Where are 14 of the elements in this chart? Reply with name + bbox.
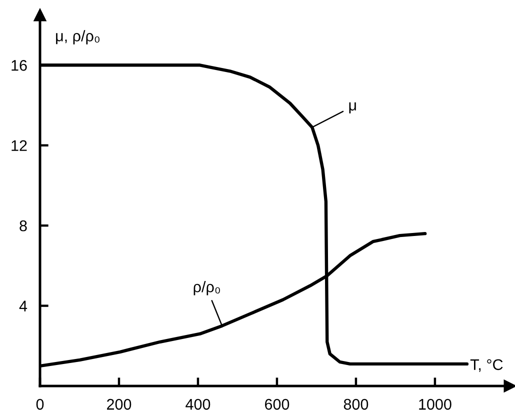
- x-axis-title: T, °C: [470, 359, 503, 372]
- x-tick-label: 800: [344, 398, 368, 410]
- x-tick-label: 600: [265, 398, 290, 410]
- text: μ: [349, 102, 356, 114]
- y-tick-label: 4: [19, 300, 28, 312]
- series-label: ρ/ρ₀: [194, 281, 220, 296]
- x-tick-label: 200: [107, 398, 132, 410]
- x-tick-label: 0: [36, 398, 44, 410]
- y-axis-title: μ, ρ/ρ₀: [56, 30, 100, 44]
- y-tick-label: 16: [12, 60, 27, 71]
- x-tick-label: 400: [186, 398, 210, 410]
- y-tick-label: 12: [12, 140, 27, 151]
- x-tick-label: 1000: [419, 398, 452, 410]
- y-tick-label: 8: [20, 220, 27, 232]
